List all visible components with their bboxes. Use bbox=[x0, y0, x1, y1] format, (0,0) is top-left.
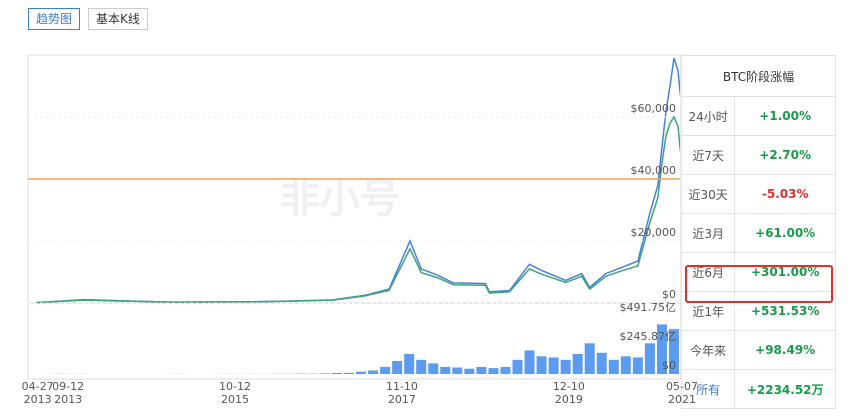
x-tick-label: 04-27 2013 bbox=[21, 380, 54, 406]
table-row: 近3月 +61.00% bbox=[680, 213, 836, 253]
volume-bar bbox=[668, 329, 679, 374]
change-value: +2234.52万 bbox=[734, 369, 836, 409]
volume-bar bbox=[596, 352, 607, 374]
change-value: +98.49% bbox=[734, 330, 836, 370]
y-tick-label: $20,000 bbox=[631, 226, 677, 239]
period-label: 近7天 bbox=[680, 135, 736, 175]
volume-bar bbox=[368, 370, 379, 374]
period-label: 近30天 bbox=[680, 174, 736, 214]
y-tick-label: $60,000 bbox=[631, 102, 677, 115]
change-value: +301.00% bbox=[734, 252, 836, 292]
volume-bar bbox=[644, 343, 655, 374]
volume-bar bbox=[548, 357, 559, 374]
period-label: 近3月 bbox=[680, 213, 736, 253]
volume-bar bbox=[632, 357, 643, 374]
table-row: 近1年 +531.53% bbox=[680, 291, 836, 331]
volume-bar bbox=[380, 366, 391, 374]
y-tick-label: $245.87亿 bbox=[620, 330, 677, 343]
period-label: 近6月 bbox=[680, 252, 736, 292]
stats-table: BTC阶段涨幅 24小时 +1.00% 近7天 +2.70% 近30天 -5.03% 近3月 +… bbox=[680, 55, 836, 409]
price-line bbox=[35, 115, 680, 304]
volume-bar bbox=[656, 324, 667, 374]
volume-bar bbox=[440, 366, 451, 374]
y-tick-label: $0 bbox=[662, 359, 676, 372]
period-label: 今年来 bbox=[680, 330, 736, 370]
table-row: 所有 +2234.52万 bbox=[680, 369, 836, 409]
volume-bar bbox=[620, 356, 631, 374]
volume-bar bbox=[428, 363, 439, 374]
table-row: 今年来 +98.49% bbox=[680, 330, 836, 370]
volume-bar bbox=[500, 366, 511, 374]
volume-bar bbox=[392, 361, 403, 374]
volume-bar bbox=[488, 368, 499, 374]
volume-bar bbox=[331, 373, 342, 374]
table-header-row: BTC阶段涨幅 bbox=[681, 55, 836, 97]
x-tick-label: 05-07 2021 bbox=[666, 380, 698, 406]
table-row: 近7天 +2.70% bbox=[680, 135, 836, 175]
volume-bar bbox=[404, 353, 415, 374]
volume-bar bbox=[343, 372, 354, 374]
table-title: BTC阶段涨幅 bbox=[681, 55, 836, 97]
volume-bar bbox=[356, 371, 367, 374]
change-value: -5.03% bbox=[734, 174, 836, 214]
volume-bar bbox=[560, 359, 571, 374]
change-value: +2.70% bbox=[734, 135, 836, 175]
volume-bar bbox=[536, 356, 547, 374]
table-row: 近6月 +301.00% bbox=[680, 252, 836, 292]
plot bbox=[35, 57, 680, 374]
volume-bar bbox=[476, 366, 487, 374]
change-value: +531.53% bbox=[734, 291, 836, 331]
volume-bar bbox=[464, 368, 475, 374]
change-value: +61.00% bbox=[734, 213, 836, 253]
tab[interactable]: 趋势图 bbox=[28, 8, 81, 30]
x-tick-label: 11-10 2017 bbox=[385, 380, 418, 406]
watermark: 非小号 bbox=[280, 176, 400, 222]
highlight-box bbox=[685, 265, 833, 303]
period-label: 所有 bbox=[680, 369, 736, 409]
volume-bar bbox=[319, 373, 330, 374]
volume-bar bbox=[572, 353, 583, 374]
x-tick-label: 10-12 2015 bbox=[219, 380, 252, 406]
y-tick-label: $491.75亿 bbox=[620, 301, 677, 314]
y-tick-label: $0 bbox=[662, 288, 676, 301]
x-tick-label: 09-12 2013 bbox=[52, 380, 85, 406]
change-value: +1.00% bbox=[734, 96, 836, 136]
table-row: 近30天 -5.03% bbox=[680, 174, 836, 214]
volume-bar bbox=[608, 359, 619, 374]
x-tick-label: 12-10 2019 bbox=[552, 380, 585, 406]
y-tick-label: $40,000 bbox=[631, 164, 677, 177]
volume-bar bbox=[512, 359, 523, 374]
volume-bar bbox=[584, 343, 595, 374]
volume-bar bbox=[524, 350, 535, 374]
volume-bar bbox=[416, 359, 427, 374]
volume-bar bbox=[452, 367, 463, 374]
period-label: 24小时 bbox=[680, 96, 736, 136]
tab[interactable]: 基本K线 bbox=[88, 8, 148, 30]
table-row: 24小时 +1.00% bbox=[680, 96, 836, 136]
